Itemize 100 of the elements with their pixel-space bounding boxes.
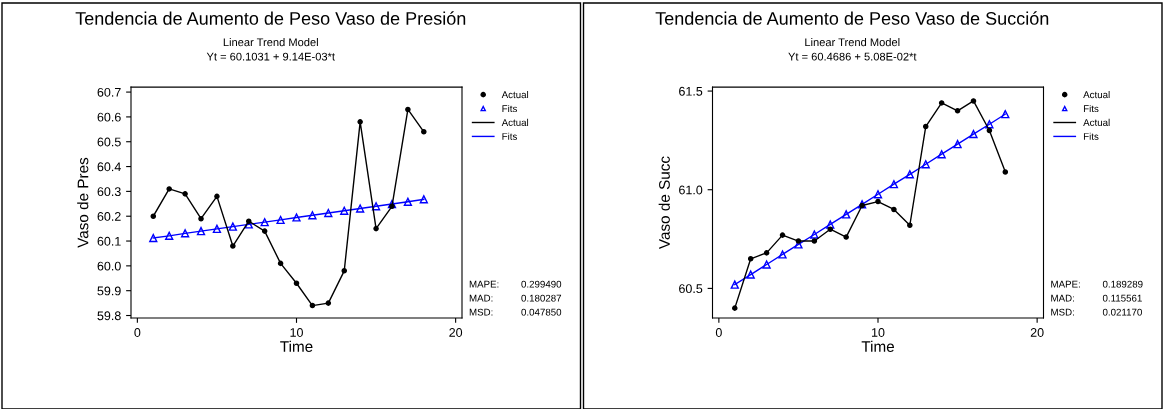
text: MAPE: <box>469 280 499 288</box>
point <box>1002 169 1009 175</box>
y-tick-label: 59.9 <box>97 286 121 296</box>
point <box>421 129 427 135</box>
point <box>891 206 897 213</box>
point <box>371 202 381 211</box>
y-tick-label: 60.1 <box>97 236 121 246</box>
x-tick-label: 0 <box>134 328 141 337</box>
text: MAPE: <box>1051 280 1080 288</box>
legend-label: Actual <box>1083 118 1110 126</box>
x-tick-label: 20 <box>1030 328 1044 337</box>
point <box>938 100 945 106</box>
legend-label: Fits <box>502 132 517 140</box>
point <box>292 213 301 222</box>
point <box>196 226 206 236</box>
point <box>811 238 818 244</box>
point <box>970 98 977 104</box>
y-tick-label: 60.5 <box>97 137 121 147</box>
chart-title: Tendencia de Aumento de Peso Vaso de Succión <box>655 11 1049 25</box>
point <box>405 106 411 113</box>
text: 0.180287 <box>521 294 562 302</box>
text: MAD: <box>469 294 493 302</box>
text: Fits <box>502 104 517 113</box>
point <box>357 119 363 125</box>
y-tick-label: 60.7 <box>97 87 121 97</box>
y-tick-label: 60.5 <box>679 284 703 294</box>
point <box>355 204 365 213</box>
point <box>180 229 190 238</box>
point <box>166 186 172 192</box>
point <box>230 243 236 249</box>
y-tick-label: 60.2 <box>97 212 121 221</box>
point <box>827 226 834 232</box>
point <box>325 300 332 306</box>
y-tick-label: 61.0 <box>679 185 703 195</box>
point <box>826 220 835 229</box>
point <box>324 208 333 218</box>
point <box>986 127 993 134</box>
chart-subtitle: Linear Trend Model Yt = 60.1031 + 9.14E-03*t <box>206 38 335 61</box>
point <box>762 260 771 269</box>
point <box>341 268 348 274</box>
x-axis-title: Time <box>280 340 313 352</box>
text: Actual <box>1083 91 1110 99</box>
point <box>214 193 220 200</box>
text: MSD: <box>1051 308 1074 316</box>
text: 0.047850 <box>521 308 562 316</box>
legend-label: Actual <box>501 118 529 126</box>
y-axis-title: Vaso de Pres <box>77 157 89 248</box>
point <box>387 199 397 209</box>
point <box>873 190 883 199</box>
point <box>228 222 238 231</box>
point <box>198 215 204 222</box>
point <box>276 215 285 225</box>
y-tick-label: 61.5 <box>679 86 703 96</box>
point <box>779 232 786 238</box>
x-tick-label: 20 <box>449 328 463 337</box>
point <box>875 198 881 205</box>
y-tick-label: 60.0 <box>97 261 121 271</box>
point <box>277 260 284 267</box>
point <box>308 211 317 220</box>
y-tick-label: 59.8 <box>97 311 121 321</box>
point <box>842 210 851 219</box>
point <box>954 108 961 114</box>
text: 0.189289 <box>1102 280 1143 288</box>
point <box>905 170 914 179</box>
point <box>937 150 946 159</box>
text: 0.021170 <box>1102 308 1142 316</box>
point <box>763 250 770 256</box>
point <box>403 197 413 206</box>
point <box>389 203 395 210</box>
chart-subtitle: Linear Trend Model Yt = 60.4686 + 5.08E-02*t <box>788 38 917 61</box>
point <box>889 180 899 189</box>
y-tick-label: 60.3 <box>97 187 121 197</box>
point <box>922 123 929 130</box>
point <box>985 120 994 129</box>
x-axis-title: Time <box>861 340 895 352</box>
point <box>182 191 188 197</box>
point <box>419 195 428 204</box>
text: 0.299490 <box>521 280 562 288</box>
text: Actual <box>501 91 529 99</box>
point <box>969 129 978 139</box>
point <box>953 139 962 149</box>
text: MAD: <box>1051 294 1074 302</box>
point <box>732 305 738 311</box>
point <box>795 238 802 244</box>
point <box>261 228 268 234</box>
point <box>260 218 269 227</box>
point <box>149 233 158 243</box>
point <box>212 224 222 234</box>
point <box>293 280 300 287</box>
point <box>309 302 316 309</box>
point <box>245 218 252 224</box>
point <box>165 231 174 240</box>
text: 0.115561 <box>1102 294 1142 302</box>
x-tick-label: 0 <box>715 328 722 337</box>
point <box>810 230 819 239</box>
point <box>1001 109 1010 119</box>
legend-label: Fits <box>1083 104 1099 113</box>
x-tick-label: 10 <box>290 328 303 337</box>
text: MSD: <box>469 308 493 316</box>
point <box>778 250 787 259</box>
